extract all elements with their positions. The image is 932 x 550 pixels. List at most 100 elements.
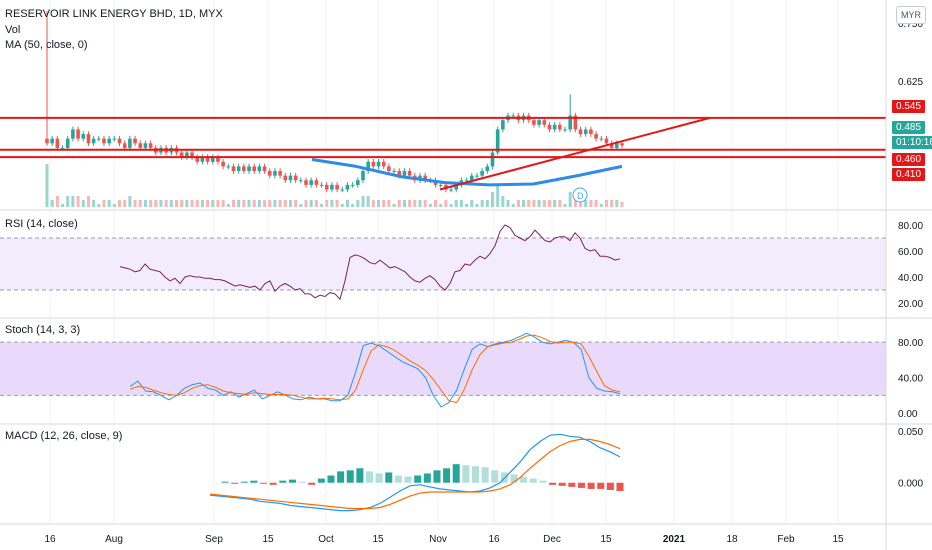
macd-histogram-bar — [597, 482, 605, 489]
price-tag-resistance: 0.545 — [892, 100, 926, 113]
macd-histogram-bar — [404, 476, 412, 483]
candle-body — [438, 184, 443, 186]
candle-body — [594, 134, 598, 139]
volume-bar — [408, 200, 412, 207]
volume-bar — [532, 200, 536, 207]
candle-body — [552, 124, 557, 130]
volume-bar — [371, 200, 375, 207]
macd-histogram-bar — [308, 482, 316, 485]
volume-bar — [475, 204, 479, 207]
macd-histogram-bar — [606, 482, 614, 490]
macd-histogram-bar — [366, 471, 374, 483]
macd-histogram-bar — [471, 466, 479, 483]
ma-legend: MA (50, close, 0) — [5, 39, 88, 51]
macd-histogram-bar — [433, 470, 441, 483]
candle-body — [335, 184, 339, 190]
volume-bar — [568, 192, 572, 207]
candle-body — [532, 120, 536, 125]
volume-bar — [61, 204, 65, 207]
candle-body — [112, 138, 117, 140]
volume-bar — [128, 196, 132, 207]
stoch-k-line — [129, 332, 621, 408]
volume-bar — [288, 200, 292, 207]
candle-body — [278, 171, 282, 176]
volume-bar — [516, 200, 520, 207]
x-axis-label: 15 — [372, 534, 384, 545]
candle-body — [143, 143, 148, 148]
candle-body — [200, 157, 205, 162]
candle-body — [558, 124, 562, 130]
macd-histogram-bar — [568, 482, 576, 487]
candle-body — [381, 161, 386, 167]
candle-body — [376, 161, 381, 167]
volume-bar — [320, 204, 324, 207]
candle-body — [361, 171, 365, 181]
signal-line — [209, 438, 621, 510]
volume-bar — [470, 200, 474, 207]
macd-histogram-bar — [491, 470, 499, 483]
dividend-marker-label: D — [577, 191, 584, 201]
candle-body — [91, 138, 96, 144]
volume-bar — [506, 200, 510, 207]
candle-body — [475, 175, 479, 177]
candle-body — [589, 129, 593, 135]
x-axis-label: Dec — [543, 534, 561, 545]
macd-histogram-bar — [616, 482, 624, 491]
candle-body — [366, 161, 370, 172]
candle-body — [288, 175, 293, 181]
candle-body — [122, 143, 127, 148]
volume-bar — [314, 200, 318, 207]
volume-bar — [45, 164, 49, 207]
x-axis-label: Aug — [105, 534, 123, 545]
volume-bar — [485, 200, 489, 207]
volume-bar — [547, 200, 551, 207]
macd-histogram-bar — [375, 473, 383, 483]
volume-bar — [309, 200, 313, 207]
indicator-lines — [119, 224, 624, 512]
macd-histogram-bar — [414, 475, 422, 483]
candle-body — [304, 180, 308, 185]
candle-body — [345, 184, 350, 190]
volume-bar — [138, 200, 142, 207]
stoch-tick-label: 80.00 — [898, 338, 923, 349]
currency-button[interactable]: MYR — [896, 6, 926, 24]
macd-histogram-bar — [539, 480, 547, 483]
candle-body — [573, 115, 578, 130]
volume-bar — [439, 204, 443, 207]
macd-histogram-bar — [462, 465, 470, 483]
candle-body — [247, 166, 251, 172]
candle-body — [495, 129, 500, 153]
volume-bar — [154, 200, 158, 207]
candle-body — [60, 147, 65, 149]
macd-histogram-bar — [549, 482, 557, 485]
candle-body — [397, 171, 402, 176]
candle-body — [511, 115, 516, 117]
volume-bar — [434, 200, 438, 207]
candle-body — [356, 180, 360, 185]
volume-bar — [97, 204, 101, 207]
macd-histogram-bar — [279, 480, 287, 483]
volume-bar — [490, 192, 494, 207]
volume-bar — [252, 200, 256, 207]
volume-bar — [387, 200, 391, 207]
macd-histogram-bar — [288, 479, 296, 483]
volume-bar — [511, 204, 515, 207]
x-axis-label: Feb — [777, 534, 795, 545]
volume-bar — [377, 200, 381, 207]
x-axis-label: Sep — [205, 534, 223, 545]
x-axis-label: 15 — [262, 534, 274, 545]
candle-body — [71, 129, 75, 139]
volume-bar — [102, 200, 106, 207]
volume-bar — [206, 200, 210, 207]
volume-bar — [423, 200, 427, 207]
candle-body — [185, 152, 189, 158]
macd-histogram-bar — [394, 475, 402, 483]
candle-body — [55, 138, 60, 148]
volume-bar — [553, 200, 557, 207]
candle-body — [273, 171, 277, 176]
candle-body — [407, 171, 412, 176]
macd-legend: MACD (12, 26, close, 9) — [5, 430, 123, 442]
